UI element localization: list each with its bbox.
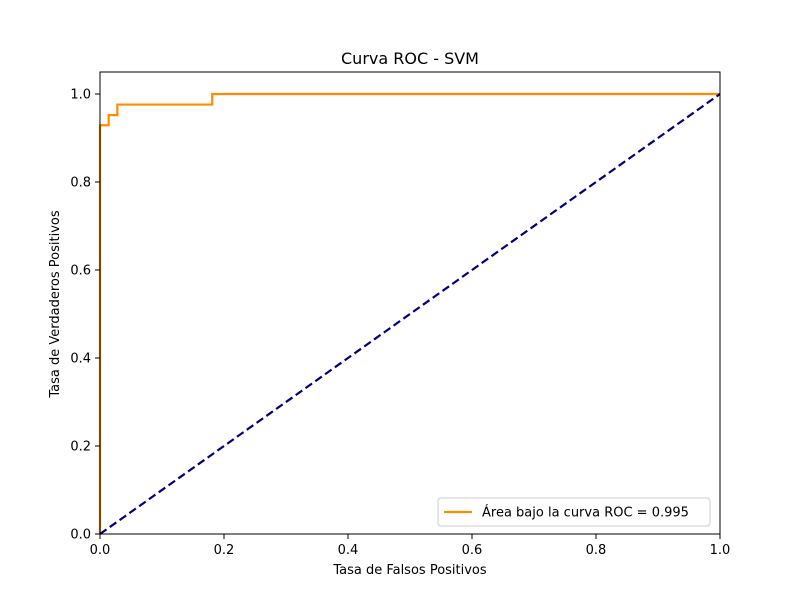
y-tick-label: 0.6 <box>70 264 91 279</box>
axes: 0.0 0.2 0.4 0.6 0.8 1.0 0.0 0.2 0.4 0.6 0.8 1.0 <box>70 71 731 558</box>
x-tick-label: 0.8 <box>586 543 607 558</box>
chance-diagonal-line <box>99 93 721 535</box>
y-tick-label: 0.8 <box>70 176 91 191</box>
x-tick-label: 0.6 <box>462 543 483 558</box>
x-tick-label: 0.2 <box>214 543 235 558</box>
legend-entry-label: Área bajo la curva ROC = 0.995 <box>482 505 689 521</box>
x-tick-label: 1.0 <box>710 543 731 558</box>
plot-area <box>98 92 721 535</box>
x-tick-label: 0.4 <box>338 543 359 558</box>
roc-curve-line <box>98 92 720 534</box>
x-tick-label: 0.0 <box>90 543 111 558</box>
axes-frame <box>99 71 721 535</box>
legend-box <box>437 497 711 527</box>
legend: Área bajo la curva ROC = 0.995 <box>437 497 711 527</box>
chart-title: Curva ROC - SVM <box>341 49 479 68</box>
x-axis-label: Tasa de Falsos Positivos <box>332 563 487 578</box>
y-tick-label: 0.2 <box>70 440 91 455</box>
y-tick-label: 0.4 <box>70 352 91 367</box>
y-axis-label: Tasa de Verdaderos Positivos <box>48 210 63 398</box>
y-tick-label: 1.0 <box>70 88 91 103</box>
y-tick-label: 0.0 <box>70 528 91 543</box>
